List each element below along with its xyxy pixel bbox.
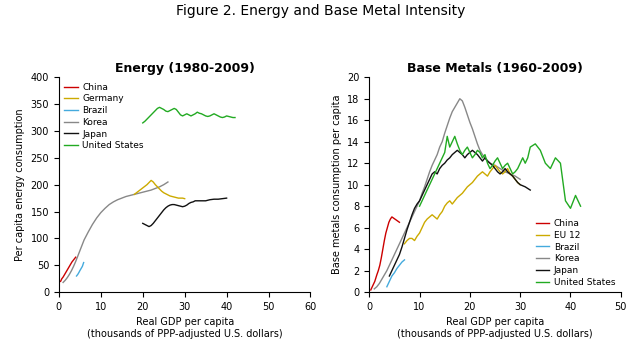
X-axis label: Real GDP per capita
(thousands of PPP-adjusted U.S. dollars): Real GDP per capita (thousands of PPP-ad… — [397, 318, 593, 339]
X-axis label: Real GDP per capita
(thousands of PPP-adjusted U.S. dollars): Real GDP per capita (thousands of PPP-ad… — [87, 318, 282, 339]
Title: Energy (1980-2009): Energy (1980-2009) — [115, 62, 255, 75]
Legend: China, Germany, Brazil, Korea, Japan, United States: China, Germany, Brazil, Korea, Japan, Un… — [64, 82, 145, 151]
Legend: China, EU 12, Brazil, Korea, Japan, United States: China, EU 12, Brazil, Korea, Japan, Unit… — [535, 218, 616, 287]
Text: Figure 2. Energy and Base Metal Intensity: Figure 2. Energy and Base Metal Intensit… — [177, 4, 465, 18]
Title: Base Metals (1960-2009): Base Metals (1960-2009) — [407, 62, 583, 75]
Y-axis label: Base metals consumption per capita: Base metals consumption per capita — [332, 95, 342, 274]
Y-axis label: Per capita energy consumption: Per capita energy consumption — [15, 108, 25, 261]
